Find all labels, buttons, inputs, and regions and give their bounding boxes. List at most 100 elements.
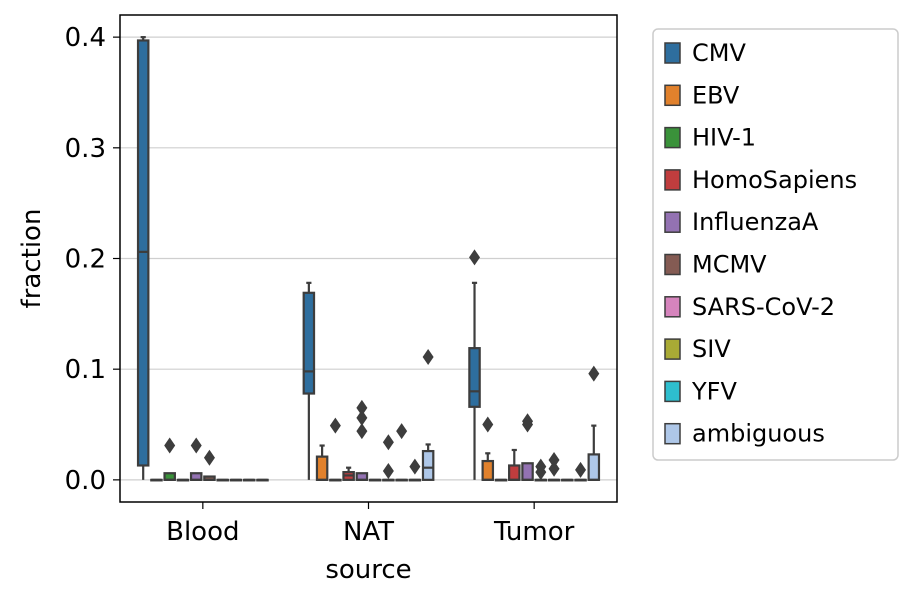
legend-label: YFV — [691, 377, 737, 405]
box — [521, 462, 534, 481]
legend-swatch — [664, 253, 681, 276]
box — [315, 455, 329, 481]
legend-item: SIV — [664, 335, 731, 363]
legend-label: MCMV — [692, 251, 767, 279]
legend-label: InfluenzaA — [692, 208, 819, 236]
legend-swatch — [664, 380, 681, 403]
box-EBV-Blood — [150, 478, 163, 482]
legend-label: ambiguous — [692, 420, 825, 448]
box — [587, 453, 601, 481]
outlier-marker — [356, 399, 368, 416]
box-HIV-1-Tumor — [494, 478, 508, 482]
legend-swatch — [664, 338, 681, 360]
outlier-marker — [422, 349, 434, 366]
box-MCMV-Blood — [203, 449, 216, 481]
legend-item: EBV — [664, 81, 740, 109]
box-SARS-CoV-2-Blood — [216, 478, 229, 482]
legend-swatch — [664, 296, 681, 318]
box-InfluenzaA-NAT — [355, 399, 369, 481]
box — [508, 464, 521, 481]
outlier-marker — [190, 437, 202, 454]
y-tick-label: 0.0 — [65, 466, 106, 496]
box-SIV-Blood — [229, 478, 243, 482]
outlier-marker — [575, 461, 587, 478]
box-YFV-Tumor — [574, 461, 587, 482]
box — [421, 449, 435, 481]
box-EBV-Tumor — [481, 416, 495, 481]
legend-frame — [652, 28, 899, 461]
box-SIV-Tumor — [561, 478, 574, 482]
box-CMV-Blood — [136, 36, 150, 480]
legend-item: CMV — [664, 39, 746, 67]
legend-label: SIV — [692, 335, 731, 363]
box — [302, 291, 316, 395]
boxes — [136, 36, 601, 482]
y-axis: 0.0 0.1 0.2 0.3 0.4 — [65, 23, 120, 496]
legend-swatch — [664, 211, 681, 233]
x-axis-title: source — [325, 555, 411, 585]
outlier-marker — [548, 451, 560, 468]
box — [468, 347, 481, 408]
y-tick-label: 0.2 — [65, 245, 106, 275]
box-YFV-Blood — [242, 478, 256, 482]
outlier-marker — [535, 458, 547, 475]
legend-swatch — [664, 126, 681, 149]
box-InfluenzaA-Blood — [189, 437, 203, 481]
box-HIV-1-Blood — [163, 437, 176, 481]
outlier-marker — [203, 449, 215, 466]
box-InfluenzaA-Tumor — [521, 413, 534, 481]
legend-item: ambiguous — [664, 420, 825, 448]
x-tick-label: NAT — [343, 517, 394, 547]
outlier-marker — [469, 249, 481, 266]
box — [481, 459, 495, 481]
outlier-marker — [356, 409, 368, 426]
box-CMV-Tumor — [468, 249, 481, 480]
x-tick-label: Tumor — [493, 517, 575, 547]
box-ambiguous-NAT — [421, 349, 435, 481]
y-tick-label: 0.3 — [65, 134, 106, 164]
legend-item: YFV — [664, 377, 737, 405]
outlier-marker — [382, 434, 394, 451]
legend: CMV EBV HIV-1 HomoSapiens InfluenzaA MCMV SARS… — [652, 28, 899, 461]
legend-item: InfluenzaA — [664, 208, 819, 236]
x-tick-label: Blood — [166, 517, 239, 547]
legend-label: CMV — [692, 39, 746, 67]
legend-label: EBV — [692, 81, 740, 109]
box-MCMV-NAT — [368, 478, 382, 482]
legend-label: HomoSapiens — [692, 166, 857, 194]
y-axis-title: fraction — [17, 209, 47, 309]
y-tick-label: 0.1 — [65, 355, 106, 385]
box-MCMV-Tumor — [534, 458, 548, 482]
outlier-marker — [548, 460, 560, 477]
legend-label: SARS-CoV-2 — [692, 293, 835, 321]
box-SARS-CoV-2-Tumor — [547, 451, 561, 482]
legend-label: HIV-1 — [692, 124, 756, 152]
box-ambiguous-Tumor — [587, 365, 601, 481]
outlier-marker — [522, 413, 534, 430]
legend-swatch — [664, 422, 681, 445]
box — [136, 39, 150, 467]
box-HIV-1-NAT — [329, 417, 342, 482]
outlier-marker — [588, 365, 600, 382]
legend-swatch — [664, 42, 681, 64]
y-tick-label: 0.4 — [65, 23, 106, 53]
box-HomoSapiens-NAT — [342, 466, 355, 481]
box-EBV-NAT — [315, 444, 329, 481]
box-HomoSapiens-Blood — [176, 478, 190, 482]
box-SIV-NAT — [395, 423, 408, 482]
legend-item: HomoSapiens — [664, 166, 857, 194]
legend-item: HIV-1 — [664, 124, 756, 152]
outlier-marker — [329, 417, 341, 434]
legend-item: MCMV — [664, 251, 767, 279]
box-SARS-CoV-2-NAT — [382, 434, 395, 482]
outlier-marker — [482, 416, 494, 433]
gridlines — [120, 36, 617, 481]
outlier-marker — [356, 423, 368, 440]
box-HomoSapiens-Tumor — [508, 448, 521, 481]
box-YFV-NAT — [408, 458, 422, 482]
legend-swatch — [664, 84, 681, 107]
x-axis: Blood NAT Tumor — [166, 502, 575, 547]
outlier-marker — [409, 458, 421, 475]
legend-swatch — [664, 169, 681, 191]
